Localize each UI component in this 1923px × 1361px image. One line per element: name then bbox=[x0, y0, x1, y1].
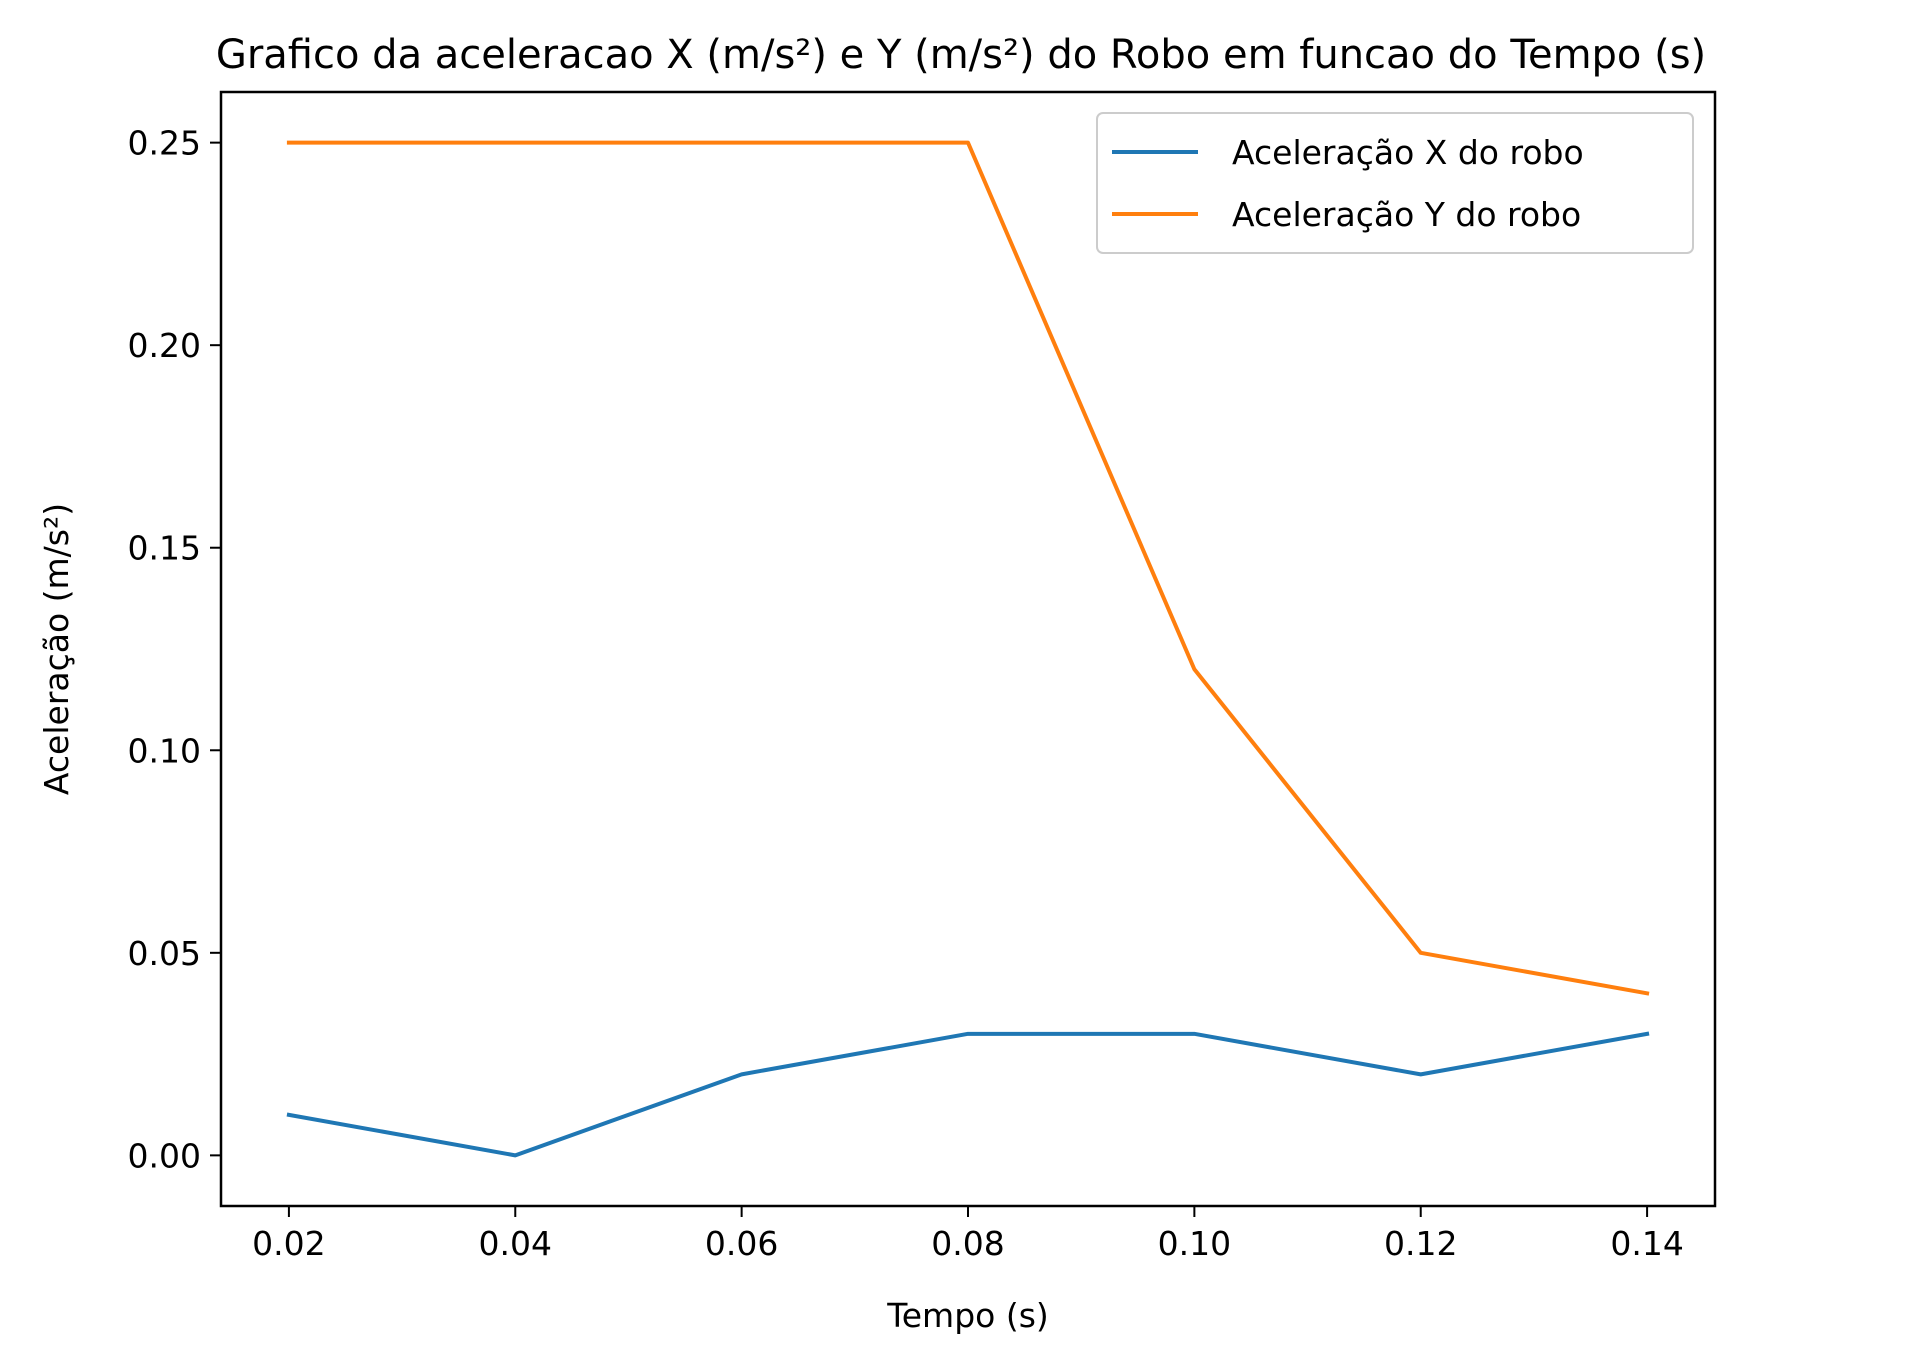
series-line-2 bbox=[286, 140, 1650, 996]
y-tick-label: 0.25 bbox=[128, 124, 201, 163]
x-tick-label: 0.12 bbox=[1384, 1224, 1457, 1263]
y-tick-label: 0.00 bbox=[128, 1136, 201, 1175]
legend-box bbox=[1096, 112, 1694, 254]
x-axis-label: Tempo (s) bbox=[886, 1296, 1049, 1335]
y-tick-label: 0.10 bbox=[128, 731, 201, 770]
y-tick-label: 0.20 bbox=[128, 326, 201, 365]
legend: Aceleração X do robo Aceleração Y do robo bbox=[1096, 112, 1694, 254]
chart-title: Grafico da aceleracao X (m/s²) e Y (m/s²… bbox=[216, 32, 1706, 78]
x-tick-label: 0.10 bbox=[1158, 1224, 1231, 1263]
plot-frame bbox=[219, 90, 1717, 1208]
x-axis: 0.02 0.04 0.06 0.08 0.10 0.12 0.14 bbox=[252, 1206, 1684, 1263]
x-tick-label: 0.14 bbox=[1610, 1224, 1683, 1263]
series-line-1 bbox=[286, 1031, 1650, 1158]
x-tick-label: 0.02 bbox=[252, 1224, 325, 1263]
plot-marks bbox=[286, 140, 1650, 1158]
x-tick-label: 0.08 bbox=[931, 1224, 1004, 1263]
y-tick-label: 0.15 bbox=[128, 529, 201, 568]
legend-label-1: Aceleração X do robo bbox=[1232, 133, 1584, 172]
x-tick-label: 0.04 bbox=[479, 1224, 552, 1263]
y-axis: 0.00 0.05 0.10 0.15 0.20 0.25 bbox=[128, 124, 221, 1175]
y-tick-label: 0.05 bbox=[128, 934, 201, 973]
x-tick-label: 0.06 bbox=[705, 1224, 778, 1263]
y-axis-label: Aceleração (m/s²) bbox=[37, 503, 76, 795]
legend-label-2: Aceleração Y do robo bbox=[1232, 195, 1581, 234]
